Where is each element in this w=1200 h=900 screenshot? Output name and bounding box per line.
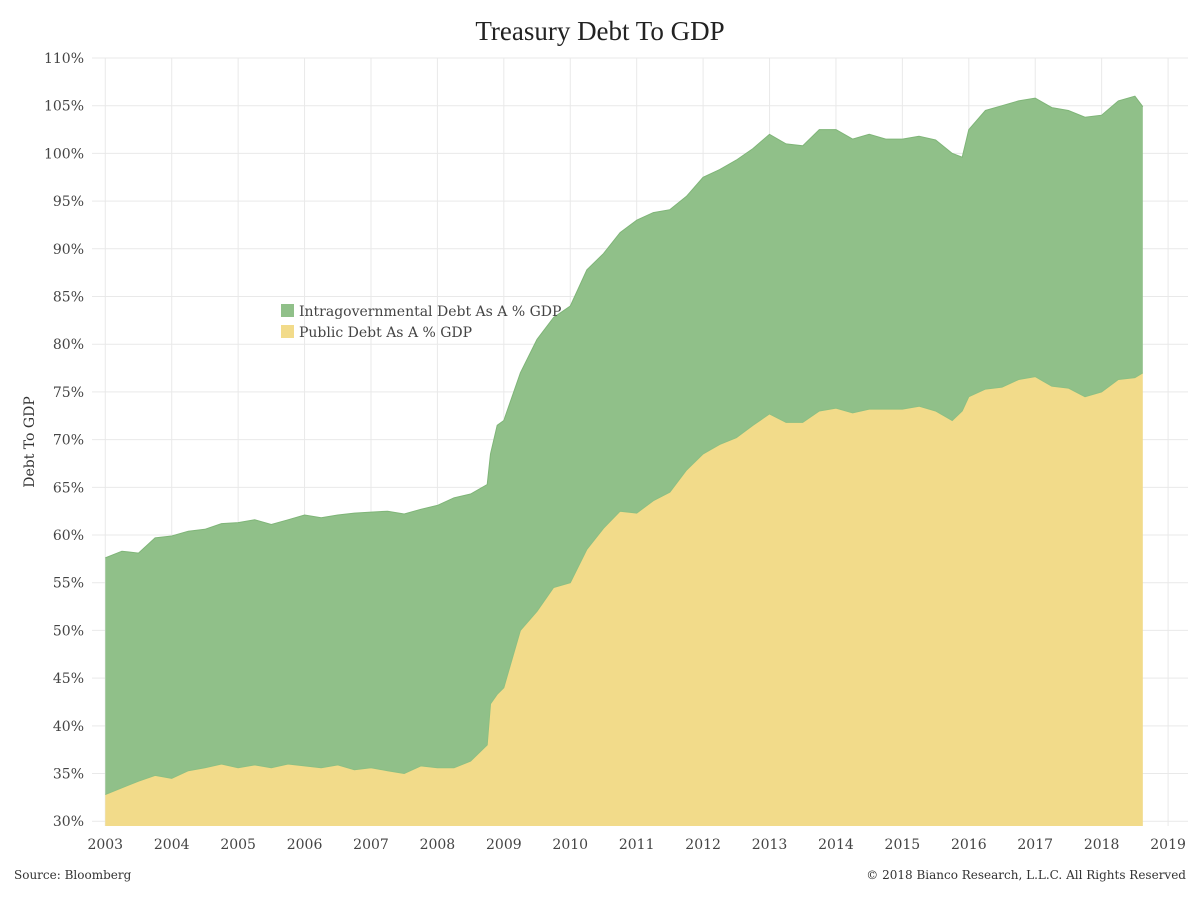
legend-label-intragovernmental: Intragovernmental Debt As A % GDP — [299, 304, 561, 320]
legend-swatch-intragovernmental — [281, 304, 294, 317]
area-public-debt — [105, 372, 1143, 826]
y-tick-label: 35% — [53, 767, 84, 783]
y-tick-label: 100% — [44, 146, 84, 162]
y-tick-label: 95% — [53, 194, 84, 210]
x-tick-label: 2005 — [220, 837, 256, 853]
x-axis-ticks: 2003 2004 2005 2006 2007 2008 2009 2010 2011 2012… — [87, 837, 1185, 853]
y-tick-label: 30% — [53, 814, 84, 830]
x-tick-label: 2015 — [885, 837, 921, 853]
x-tick-label: 2009 — [486, 837, 522, 853]
x-tick-label: 2017 — [1017, 837, 1053, 853]
legend-label-public: Public Debt As A % GDP — [299, 325, 472, 341]
chart-title: Treasury Debt To GDP — [475, 16, 725, 46]
y-tick-label: 50% — [53, 623, 84, 639]
y-tick-label: 65% — [53, 480, 84, 496]
x-tick-label: 2018 — [1084, 837, 1120, 853]
x-tick-label: 2004 — [154, 837, 190, 853]
x-tick-label: 2016 — [951, 837, 987, 853]
y-tick-label: 110% — [44, 51, 84, 67]
x-tick-label: 2007 — [353, 837, 389, 853]
x-tick-label: 2008 — [420, 837, 456, 853]
y-tick-label: 80% — [53, 337, 84, 353]
y-tick-label: 60% — [53, 528, 84, 544]
x-tick-label: 2011 — [619, 837, 655, 853]
source-note: Source: Bloomberg — [14, 868, 132, 882]
y-tick-label: 75% — [53, 385, 84, 401]
y-axis-label: Debt To GDP — [22, 396, 38, 488]
copyright-note: © 2018 Bianco Research, L.L.C. All Right… — [866, 868, 1186, 882]
x-tick-label: 2019 — [1150, 837, 1186, 853]
y-tick-label: 40% — [53, 719, 84, 735]
area-intragovernmental-debt — [105, 96, 1143, 795]
x-tick-label: 2010 — [552, 837, 588, 853]
x-tick-label: 2014 — [818, 837, 854, 853]
x-tick-label: 2006 — [287, 837, 323, 853]
line-total-debt — [105, 95, 1144, 559]
y-tick-label: 90% — [53, 242, 84, 258]
x-tick-label: 2003 — [87, 837, 123, 853]
x-tick-label: 2012 — [685, 837, 721, 853]
legend: Intragovernmental Debt As A % GDP Public… — [281, 304, 561, 341]
x-tick-label: 2013 — [752, 837, 788, 853]
y-tick-label: 70% — [53, 433, 84, 449]
line-public-debt — [105, 372, 1144, 795]
area-series — [105, 95, 1144, 826]
y-tick-label: 55% — [53, 576, 84, 592]
legend-swatch-public — [281, 325, 294, 338]
y-tick-label: 85% — [53, 290, 84, 306]
y-tick-label: 105% — [44, 99, 84, 115]
y-tick-label: 45% — [53, 671, 84, 687]
y-axis-ticks: 30% 35% 40% 45% 50% 55% 60% 65% 70% 75% 80% 85% 90% 9… — [44, 51, 84, 830]
